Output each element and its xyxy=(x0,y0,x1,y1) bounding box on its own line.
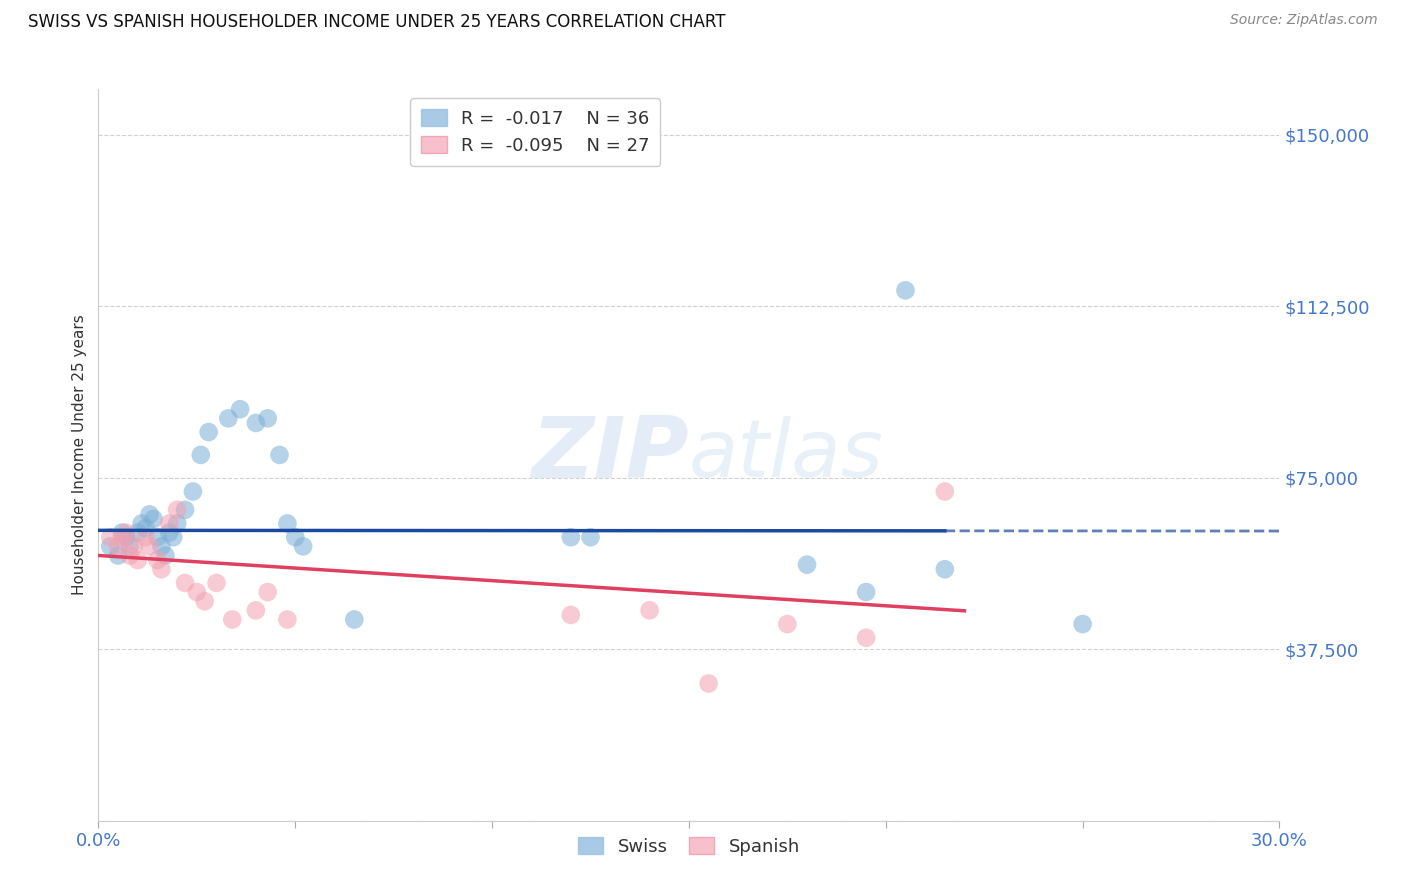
Point xyxy=(162,530,184,544)
Point xyxy=(934,562,956,576)
Point xyxy=(229,402,252,417)
Point xyxy=(190,448,212,462)
Point xyxy=(796,558,818,572)
Point xyxy=(245,603,267,617)
Point xyxy=(150,539,173,553)
Point xyxy=(131,516,153,531)
Point xyxy=(276,516,298,531)
Point xyxy=(138,508,160,522)
Point xyxy=(292,539,315,553)
Text: atlas: atlas xyxy=(689,416,884,494)
Point xyxy=(284,530,307,544)
Point xyxy=(560,607,582,622)
Point xyxy=(115,530,138,544)
Point xyxy=(146,553,169,567)
Point xyxy=(855,585,877,599)
Point xyxy=(245,416,267,430)
Point xyxy=(111,530,134,544)
Text: SWISS VS SPANISH HOUSEHOLDER INCOME UNDER 25 YEARS CORRELATION CHART: SWISS VS SPANISH HOUSEHOLDER INCOME UNDE… xyxy=(28,13,725,31)
Point xyxy=(138,539,160,553)
Point xyxy=(894,284,917,298)
Point xyxy=(111,525,134,540)
Point xyxy=(194,594,217,608)
Point xyxy=(115,525,138,540)
Point xyxy=(118,539,141,553)
Point xyxy=(256,411,278,425)
Point xyxy=(269,448,291,462)
Legend: Swiss, Spanish: Swiss, Spanish xyxy=(567,826,811,866)
Point xyxy=(174,502,197,516)
Point xyxy=(166,516,188,531)
Text: Source: ZipAtlas.com: Source: ZipAtlas.com xyxy=(1230,13,1378,28)
Point xyxy=(107,549,129,563)
Point xyxy=(107,539,129,553)
Point xyxy=(221,612,243,626)
Point xyxy=(127,553,149,567)
Point xyxy=(146,530,169,544)
Point xyxy=(205,576,228,591)
Point xyxy=(197,425,219,439)
Point xyxy=(181,484,204,499)
Point xyxy=(855,631,877,645)
Point xyxy=(157,525,180,540)
Point xyxy=(135,530,157,544)
Point xyxy=(98,530,121,544)
Point xyxy=(166,502,188,516)
Point xyxy=(934,484,956,499)
Point xyxy=(217,411,239,425)
Point xyxy=(142,512,165,526)
Point xyxy=(776,617,799,632)
Text: ZIP: ZIP xyxy=(531,413,689,497)
Point xyxy=(256,585,278,599)
Point xyxy=(122,539,145,553)
Point xyxy=(127,525,149,540)
Y-axis label: Householder Income Under 25 years: Householder Income Under 25 years xyxy=(72,315,87,595)
Point xyxy=(98,539,121,553)
Point xyxy=(155,549,177,563)
Point xyxy=(135,521,157,535)
Point xyxy=(579,530,602,544)
Point xyxy=(697,676,720,690)
Point xyxy=(638,603,661,617)
Point xyxy=(343,612,366,626)
Point xyxy=(186,585,208,599)
Point xyxy=(276,612,298,626)
Point xyxy=(1071,617,1094,632)
Point xyxy=(157,516,180,531)
Point xyxy=(174,576,197,591)
Point xyxy=(150,562,173,576)
Point xyxy=(118,549,141,563)
Point xyxy=(560,530,582,544)
